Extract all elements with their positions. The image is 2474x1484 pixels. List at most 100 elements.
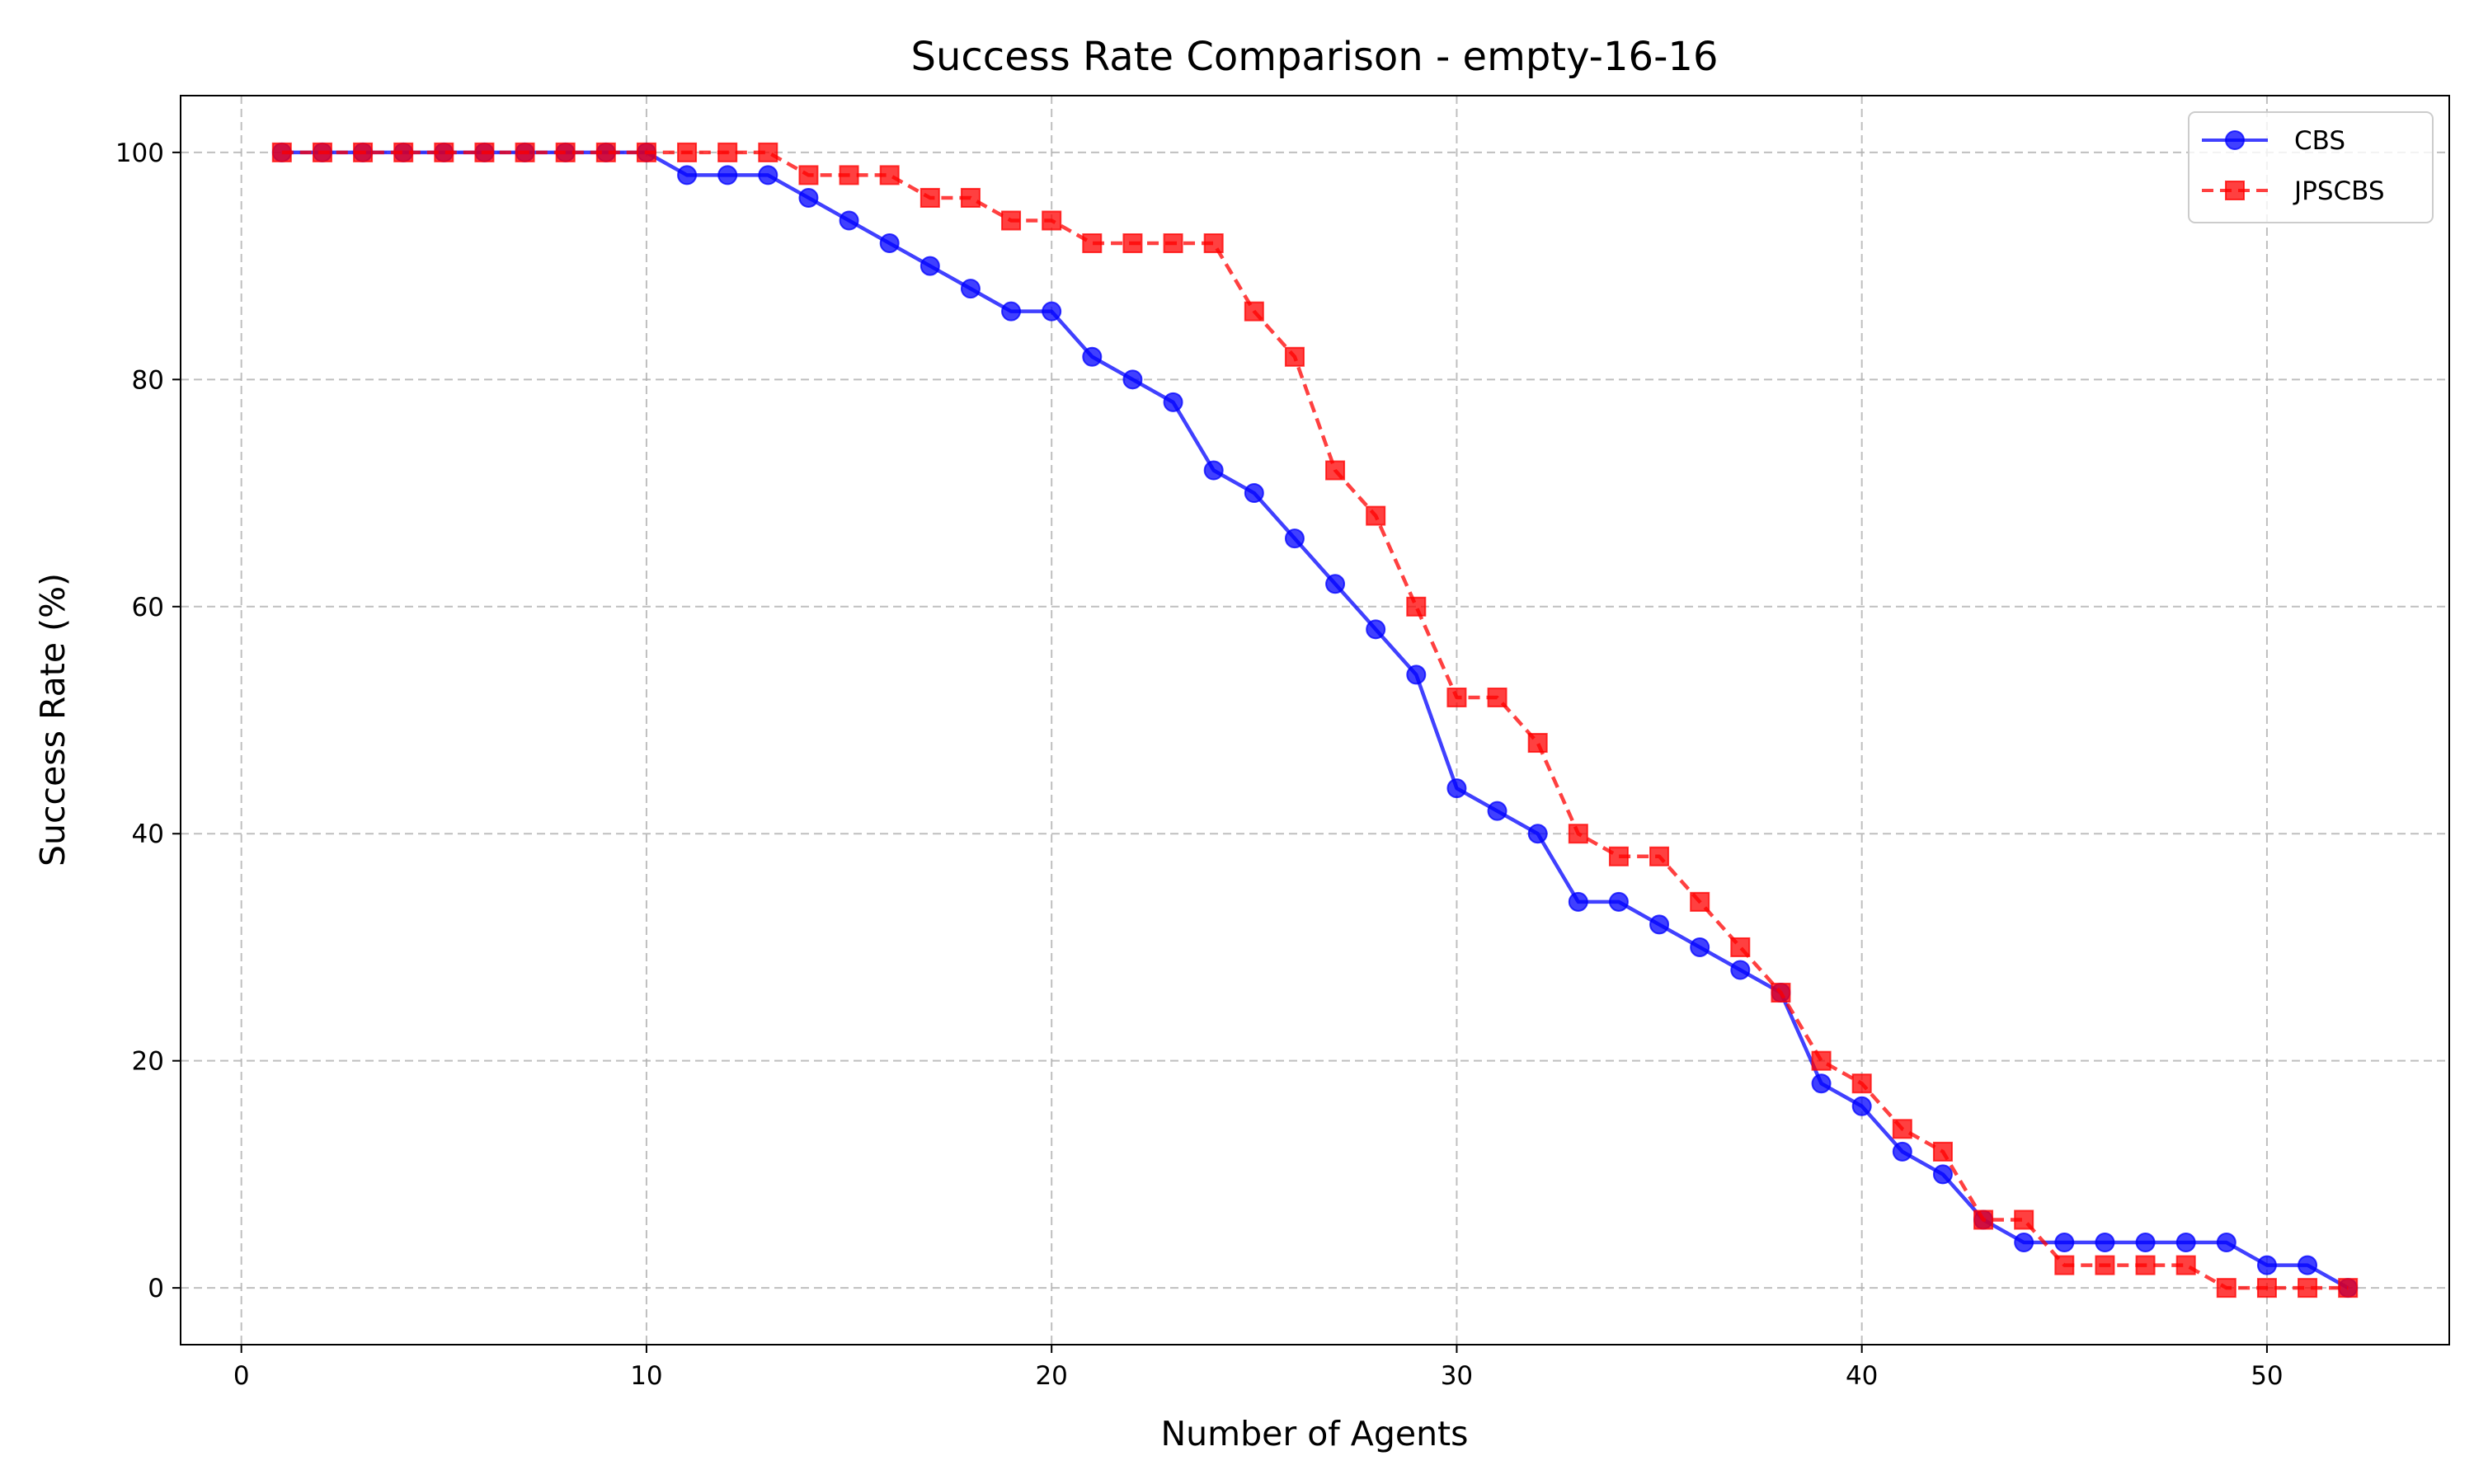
data-point-jpscbs <box>677 142 698 162</box>
data-point-jpscbs <box>920 187 940 208</box>
data-point-jpscbs <box>312 142 332 162</box>
y-tick-label: 40 <box>132 819 164 849</box>
data-point-jpscbs <box>2298 1278 2318 1298</box>
data-point-jpscbs <box>1001 210 1022 231</box>
data-point-jpscbs <box>1366 505 1386 526</box>
data-point-jpscbs <box>1690 891 1710 912</box>
data-point-cbs <box>879 233 900 254</box>
grid-lines <box>181 96 2449 1345</box>
x-tick-label: 10 <box>630 1361 662 1391</box>
data-point-jpscbs <box>1811 1050 1832 1071</box>
data-point-cbs <box>1325 574 1346 594</box>
y-tick-label: 100 <box>115 139 164 168</box>
data-point-jpscbs <box>434 142 454 162</box>
x-tick-label: 0 <box>233 1361 250 1391</box>
legend-marker-jpscbs <box>2225 181 2245 200</box>
data-point-cbs <box>2175 1233 2196 1253</box>
data-point-jpscbs <box>1082 233 1103 254</box>
data-point-jpscbs <box>1122 233 1143 254</box>
data-point-jpscbs <box>1649 846 1670 866</box>
y-tick-label: 60 <box>132 593 164 622</box>
data-point-cbs <box>1244 483 1264 504</box>
data-point-jpscbs <box>1163 233 1183 254</box>
legend: CBS JPSCBS <box>2188 111 2434 223</box>
data-point-cbs <box>1487 801 1507 821</box>
data-point-jpscbs <box>2216 1278 2236 1298</box>
data-point-jpscbs <box>798 165 819 186</box>
y-tick-label: 80 <box>132 365 164 395</box>
series-line-cbs <box>281 150 2349 1290</box>
legend-label-cbs: CBS <box>2294 126 2345 156</box>
legend-label-jpscbs: JPSCBS <box>2293 176 2385 206</box>
data-point-jpscbs <box>353 142 374 162</box>
data-point-cbs <box>2216 1233 2236 1253</box>
x-tick-label: 40 <box>1846 1361 1878 1391</box>
data-point-jpscbs <box>717 142 738 162</box>
data-point-cbs <box>1811 1073 1832 1094</box>
data-point-jpscbs <box>1771 983 1791 1003</box>
y-tick-label: 20 <box>132 1047 164 1077</box>
data-point-cbs <box>1730 960 1751 980</box>
data-point-cbs <box>1042 301 1062 322</box>
data-point-cbs <box>960 279 981 299</box>
data-point-jpscbs <box>595 142 616 162</box>
data-point-cbs <box>1649 914 1670 935</box>
data-point-cbs <box>920 256 940 276</box>
data-point-cbs <box>1122 369 1143 390</box>
data-point-cbs <box>2095 1233 2115 1253</box>
data-point-cbs <box>1851 1096 1872 1116</box>
data-point-jpscbs <box>1203 233 1224 254</box>
series-layer <box>271 142 2359 1298</box>
data-point-jpscbs <box>1446 687 1467 707</box>
data-point-cbs <box>798 187 819 208</box>
x-axis-label: Number of Agents <box>1160 1414 1468 1453</box>
data-point-jpscbs <box>1568 824 1588 844</box>
data-point-cbs <box>2135 1233 2156 1253</box>
data-point-jpscbs <box>1932 1141 1953 1162</box>
data-point-cbs <box>717 165 738 186</box>
data-point-cbs <box>1001 301 1022 322</box>
data-point-jpscbs <box>474 142 495 162</box>
data-point-jpscbs <box>960 187 981 208</box>
data-point-jpscbs <box>515 142 535 162</box>
data-point-cbs <box>2256 1255 2277 1275</box>
x-tick-label: 30 <box>1441 1361 1473 1391</box>
data-point-cbs <box>1446 778 1467 799</box>
data-point-cbs <box>2054 1233 2075 1253</box>
data-point-jpscbs <box>1244 301 1264 322</box>
data-point-cbs <box>1406 665 1427 685</box>
data-point-cbs <box>1690 937 1710 957</box>
data-point-cbs <box>1932 1164 1953 1185</box>
data-point-jpscbs <box>1973 1209 1994 1230</box>
series-jpscbs <box>271 142 2359 1298</box>
data-point-cbs <box>1163 392 1183 412</box>
data-point-jpscbs <box>2014 1209 2034 1230</box>
x-tick-label: 50 <box>2251 1361 2283 1391</box>
x-tick-label: 20 <box>1035 1361 1067 1391</box>
data-point-cbs <box>1284 528 1305 549</box>
y-tick-label: 0 <box>148 1274 164 1303</box>
data-point-jpscbs <box>2338 1278 2359 1298</box>
data-point-jpscbs <box>1851 1073 1872 1094</box>
plot-frame <box>180 95 2450 1345</box>
data-point-jpscbs <box>1892 1119 1912 1139</box>
data-point-cbs <box>758 165 778 186</box>
data-point-jpscbs <box>1730 937 1751 957</box>
data-point-jpscbs <box>879 165 900 186</box>
data-point-jpscbs <box>2175 1255 2196 1275</box>
data-point-jpscbs <box>555 142 576 162</box>
data-point-jpscbs <box>2054 1255 2075 1275</box>
data-point-cbs <box>1203 460 1224 481</box>
data-point-cbs <box>1608 891 1629 912</box>
data-point-cbs <box>1082 346 1103 367</box>
series-line-jpscbs <box>281 150 2349 1290</box>
data-point-cbs <box>839 210 859 231</box>
data-point-jpscbs <box>1042 210 1062 231</box>
y-axis-label: Success Rate (%) <box>33 573 73 866</box>
data-point-jpscbs <box>2095 1255 2115 1275</box>
data-point-jpscbs <box>271 142 292 162</box>
data-point-jpscbs <box>2256 1278 2277 1298</box>
data-point-jpscbs <box>1608 846 1629 866</box>
data-point-cbs <box>1892 1141 1912 1162</box>
